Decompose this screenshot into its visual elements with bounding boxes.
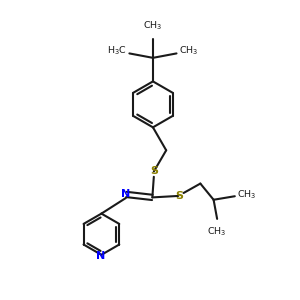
Text: N: N bbox=[96, 251, 105, 261]
Text: S: S bbox=[150, 167, 158, 176]
Text: CH$_3$: CH$_3$ bbox=[179, 45, 198, 57]
Text: S: S bbox=[175, 191, 183, 201]
Text: N: N bbox=[121, 189, 130, 199]
Text: CH$_3$: CH$_3$ bbox=[237, 188, 256, 201]
Text: CH$_3$: CH$_3$ bbox=[207, 225, 227, 238]
Text: H$_3$C: H$_3$C bbox=[107, 45, 127, 57]
Text: CH$_3$: CH$_3$ bbox=[143, 20, 163, 32]
